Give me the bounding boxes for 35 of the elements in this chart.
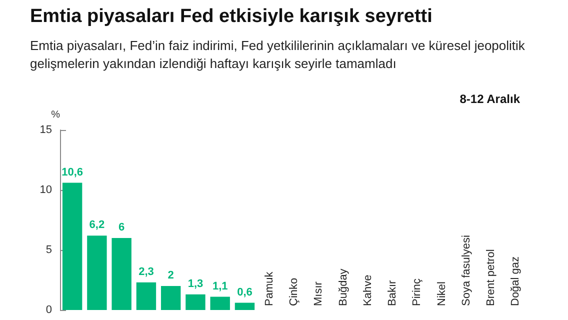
data-label: 2,3 (138, 266, 154, 278)
chart-subtitle: Emtia piyasaları, Fed’in faiz indirimi, Fed yetkililerinin açıklamaları ve küresel jeopolitik gelişmelerin yakından izlendiği haftayı karışık seyirle tamamladı (30, 37, 526, 73)
text: 8-12 Aralık (460, 92, 520, 106)
data-label: 0,6 (237, 286, 252, 298)
x-tick-label: Çinko (288, 278, 300, 306)
bar (234, 302, 255, 310)
x-tick-label: Mısır (312, 281, 325, 306)
x-tick-label: Doğal gaz (510, 256, 522, 306)
x-tick-label: Soya fasulyesi (460, 235, 472, 306)
bar (160, 286, 181, 310)
bar (62, 182, 82, 310)
x-tick-label: Nikel (436, 282, 448, 306)
bar (87, 236, 107, 310)
data-label: 1,1 (212, 280, 228, 292)
bar (136, 282, 156, 310)
bar (186, 294, 206, 310)
x-tick-label: Brent petrol (485, 249, 498, 306)
bar (112, 238, 132, 310)
x-tick-label: Pirinç (411, 278, 424, 306)
data-label: 10,6 (62, 166, 84, 178)
data-label: 1,3 (188, 278, 204, 290)
x-tick-label: Kahve (362, 274, 374, 306)
data-label: 6 (118, 222, 125, 234)
y-tick-label: 0 (46, 304, 52, 316)
chart-title: Emtia piyasaları Fed etkisiyle karışık seyretti (30, 6, 432, 28)
data-label: 6,2 (89, 219, 105, 232)
y-tick-label: 15 (40, 124, 52, 136)
y-tick-label: 5 (46, 244, 52, 256)
x-tick-label: Buğday (337, 268, 350, 306)
y-axis-title: % (51, 110, 60, 120)
bar (210, 296, 230, 310)
x-tick-label: Bakır (386, 280, 399, 306)
data-label: 2 (168, 270, 174, 282)
y-tick-label: 10 (40, 184, 52, 196)
x-tick-label: Pamuk (263, 271, 276, 306)
